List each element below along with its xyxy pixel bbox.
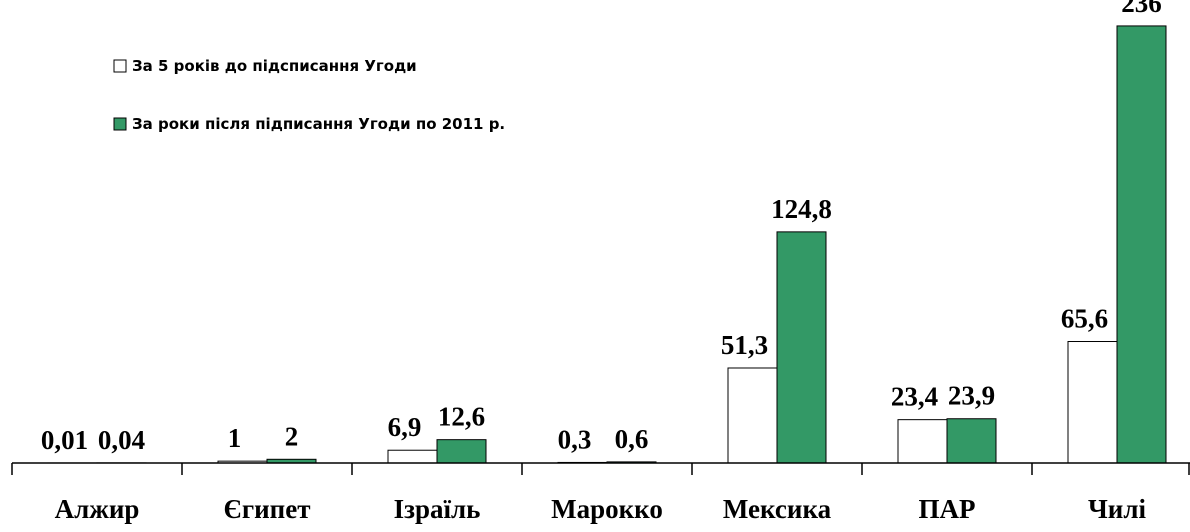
legend-swatch <box>113 59 127 73</box>
x-tick-label: Єгипет <box>224 494 311 524</box>
bar <box>897 419 948 464</box>
bar <box>946 418 997 464</box>
bar <box>387 449 438 464</box>
data-label: 0,6 <box>615 424 649 454</box>
data-label: 0,04 <box>98 425 145 455</box>
legend-label: За роки після підписання Угоди по 2011 р… <box>132 115 505 133</box>
x-tick-label: Мексика <box>723 494 832 524</box>
data-label: 0,01 <box>41 425 88 455</box>
x-tick-label: Ізраїль <box>394 494 481 524</box>
x-tick-label: Алжир <box>55 494 140 524</box>
data-label: 236 <box>1121 0 1162 18</box>
data-label: 51,3 <box>721 330 768 360</box>
data-label: 2 <box>285 421 299 451</box>
data-label: 124,8 <box>771 194 832 224</box>
data-label: 1 <box>228 423 242 453</box>
bar <box>1116 25 1167 464</box>
bar <box>436 439 487 464</box>
legend-swatch <box>113 117 127 131</box>
data-label: 23,9 <box>948 381 995 411</box>
data-label: 12,6 <box>438 402 485 432</box>
bar <box>1067 341 1118 464</box>
bar <box>776 231 827 464</box>
x-tick-label: Чилі <box>1088 494 1147 524</box>
x-tick-label: ПАР <box>919 494 976 524</box>
x-tick-label: Марокко <box>551 494 663 524</box>
legend-label: За 5 років до підсписання Угоди <box>132 57 417 75</box>
data-label: 65,6 <box>1061 304 1108 334</box>
data-label: 0,3 <box>558 424 592 454</box>
data-label: 6,9 <box>388 412 422 442</box>
bar <box>727 367 778 464</box>
data-label: 23,4 <box>891 382 938 412</box>
